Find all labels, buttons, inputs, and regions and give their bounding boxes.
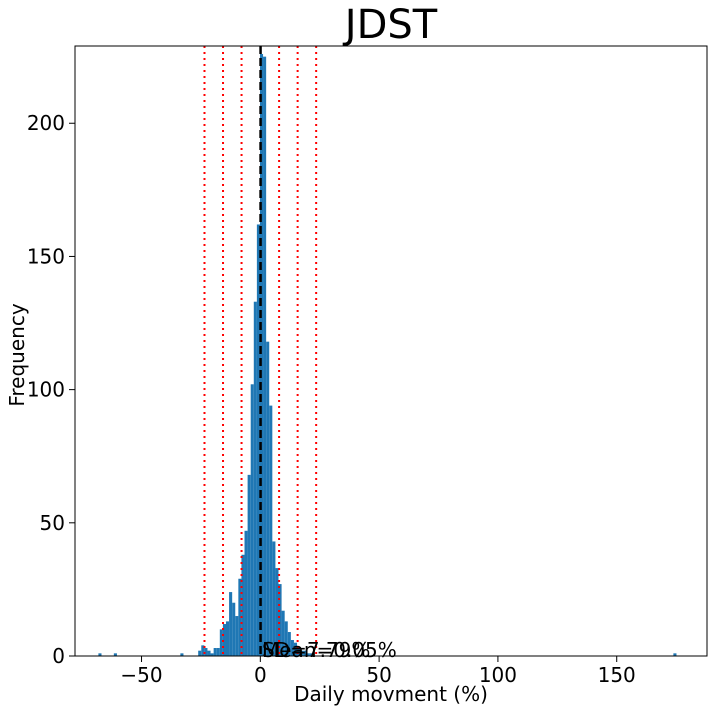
histogram-bar [180, 653, 184, 656]
histogram-bar [247, 474, 251, 656]
histogram-bar [244, 530, 248, 656]
histogram-bar [229, 592, 233, 656]
y-tick-label: 50 [40, 511, 65, 535]
mean-annotation: Mean=0.05% [262, 638, 397, 662]
histogram-bar [272, 541, 276, 656]
histogram-bar [225, 621, 230, 656]
histogram-bar [207, 650, 211, 656]
histogram-bar [232, 602, 236, 656]
histogram-bar [216, 648, 220, 656]
histogram-bar [222, 624, 226, 656]
histogram-bar [201, 645, 205, 656]
y-tick-label: 100 [27, 378, 65, 402]
x-tick-label: 100 [479, 663, 517, 687]
histogram-bar [293, 642, 298, 656]
histogram-bar [241, 554, 245, 656]
histogram-bar [284, 621, 288, 656]
histogram-bar [113, 653, 117, 656]
histogram-bar [275, 568, 279, 656]
histogram-bar [235, 616, 239, 656]
histogram-bar [281, 610, 285, 656]
reference-lines-layer [203, 46, 318, 656]
chart-title: JDST [342, 2, 438, 48]
histogram-bar [309, 653, 313, 656]
histogram-bar [300, 650, 304, 656]
histogram-bar [287, 632, 291, 656]
x-axis-label: Daily movment (%) [294, 682, 488, 706]
histogram-bar [259, 53, 264, 656]
histogram-bar [210, 653, 214, 656]
histogram-bar [269, 405, 273, 656]
histogram-bar [98, 653, 102, 656]
histogram-bar [278, 584, 282, 656]
plot-frame [74, 45, 708, 657]
y-tick-label: 150 [27, 244, 65, 268]
histogram-bar [303, 650, 307, 656]
histogram-bar [673, 653, 677, 656]
histogram-bar [266, 341, 270, 656]
y-axis-label: Frequency [5, 303, 29, 406]
y-tick-label: 0 [52, 644, 65, 668]
histogram-bar [306, 653, 310, 656]
histogram-bar [256, 224, 260, 656]
y-tick-label: 200 [27, 111, 65, 135]
ticks-layer: −50 0 50 100 150 0 50 100 150 200 [27, 111, 636, 687]
histogram-bar [253, 301, 257, 656]
histogram-bar [250, 384, 254, 656]
bars-layer [98, 53, 677, 656]
histogram-bar [290, 640, 294, 656]
histogram-bar [198, 650, 202, 656]
sd-annotation: SD=7.79% [262, 638, 370, 662]
histogram-bar [213, 648, 217, 656]
x-tick-label: 0 [254, 663, 267, 687]
histogram-bar [219, 629, 223, 656]
x-tick-label: 150 [598, 663, 636, 687]
x-tick-label: −50 [120, 663, 162, 687]
histogram-bar [204, 648, 208, 656]
x-tick-label: 50 [366, 663, 391, 687]
histogram-bar [238, 578, 242, 656]
histogram-bar [263, 56, 267, 656]
